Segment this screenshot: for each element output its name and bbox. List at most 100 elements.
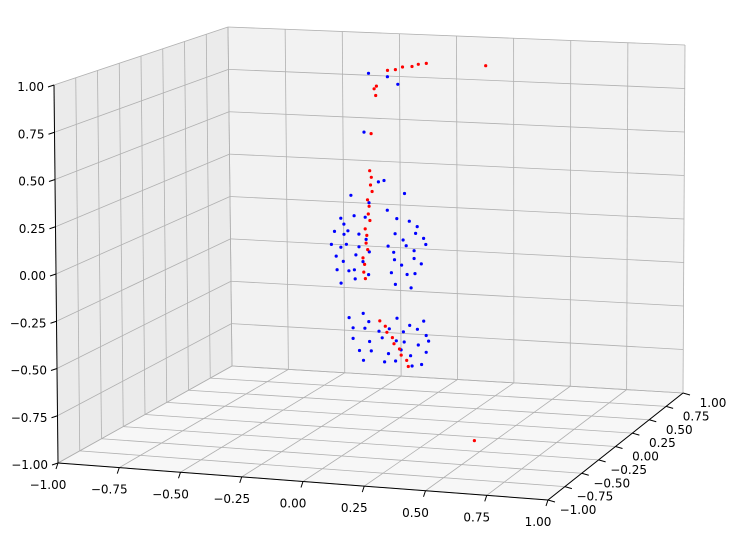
red-point: [365, 198, 370, 202]
blue-point: [341, 259, 345, 263]
y-tick-label: −0.50: [593, 476, 630, 490]
blue-point: [424, 333, 428, 338]
blue-point: [410, 364, 414, 368]
grid-z-left: [54, 68, 229, 133]
y-tick-label: 0.25: [649, 436, 676, 450]
red-point: [392, 342, 396, 346]
blue-point: [342, 222, 346, 226]
x-tick-label: 0.50: [402, 506, 429, 520]
blue-point: [335, 268, 339, 272]
y-tick-mark: [564, 486, 573, 490]
red-point: [366, 248, 370, 252]
red-point: [393, 68, 397, 72]
x-tick-label: −0.75: [91, 483, 128, 497]
x-tick-mark: [300, 481, 304, 488]
y-tick-mark: [598, 459, 606, 463]
blue-point: [394, 359, 398, 363]
blue-point: [367, 250, 371, 254]
y-tick-mark: [632, 432, 640, 436]
blue-point: [347, 269, 351, 273]
blue-point: [415, 225, 419, 229]
red-point: [367, 204, 371, 208]
blue-point: [414, 231, 418, 235]
red-point: [385, 330, 389, 334]
red-point: [390, 336, 394, 340]
floor-pane: [58, 366, 683, 500]
blue-point: [352, 214, 356, 218]
blue-point: [342, 232, 346, 236]
blue-point: [380, 336, 384, 340]
z-tick-label: 1.00: [17, 80, 44, 94]
red-point: [406, 364, 410, 369]
grid-z-left: [55, 153, 230, 228]
y-tick-label: 0.50: [666, 423, 693, 437]
blue-point: [353, 277, 357, 281]
red-point: [363, 262, 367, 266]
grid-x-floor: [364, 382, 515, 487]
y-tick-label: −0.25: [610, 463, 647, 477]
grid-y-floor: [210, 377, 667, 407]
blue-point: [357, 245, 361, 249]
x-tick-mark: [55, 462, 59, 470]
red-point: [383, 324, 387, 328]
blue-point: [361, 260, 365, 264]
grid-y-left: [162, 48, 168, 403]
z-tick-label: −0.50: [10, 364, 47, 378]
blue-point: [402, 340, 406, 344]
red-point: [399, 353, 403, 357]
blue-point: [408, 323, 412, 327]
z-tick-mark: [49, 273, 57, 277]
blue-point: [389, 271, 393, 275]
blue-point: [401, 330, 405, 334]
z-tick-label: −1.00: [11, 458, 48, 472]
blue-point: [363, 215, 367, 219]
grid-y-floor: [166, 401, 633, 434]
blue-point: [361, 311, 365, 315]
red-point: [397, 347, 402, 351]
x-tick-label: −0.25: [213, 492, 250, 506]
x-tick-mark: [423, 490, 426, 497]
grid-y-left: [205, 34, 211, 379]
blue-point: [393, 282, 397, 286]
grid-x-floor: [486, 389, 627, 496]
blue-point: [387, 327, 391, 331]
grid-z-left: [55, 196, 231, 275]
blue-point: [347, 316, 351, 320]
blue-point: [402, 191, 407, 196]
blue-point: [376, 180, 380, 184]
scatter-points: [329, 61, 488, 443]
blue-point: [415, 327, 419, 331]
red-point: [405, 358, 409, 362]
red-point: [368, 218, 372, 223]
blue-point: [357, 348, 362, 353]
blue-point: [357, 232, 361, 236]
y-tick-mark: [615, 446, 623, 449]
red-point: [400, 65, 405, 69]
red-point: [410, 64, 414, 69]
z-tick-mark: [51, 415, 58, 419]
blue-point: [367, 201, 371, 205]
grid-y-floor: [188, 389, 650, 421]
axis-lines: [47, 84, 691, 507]
blue-point: [368, 339, 372, 344]
red-point: [368, 183, 373, 187]
blue-point: [366, 71, 371, 75]
x-tick-label: 0.75: [463, 510, 490, 524]
blue-point: [382, 178, 386, 183]
blue-point: [424, 350, 428, 354]
blue-point: [409, 354, 413, 358]
z-tick-mark: [49, 226, 56, 230]
blue-point: [385, 208, 389, 212]
y-tick-mark: [682, 392, 691, 396]
blue-point: [386, 244, 390, 248]
red-point: [363, 277, 367, 281]
red-point: [366, 212, 370, 216]
blue-point: [352, 268, 356, 272]
blue-point: [339, 216, 343, 220]
grid-y-floor: [144, 414, 616, 447]
blue-point: [400, 263, 404, 267]
grid-y-floor: [231, 365, 684, 394]
blue-point: [351, 336, 355, 340]
blue-point: [339, 245, 343, 249]
x-tick-mark: [178, 472, 181, 479]
